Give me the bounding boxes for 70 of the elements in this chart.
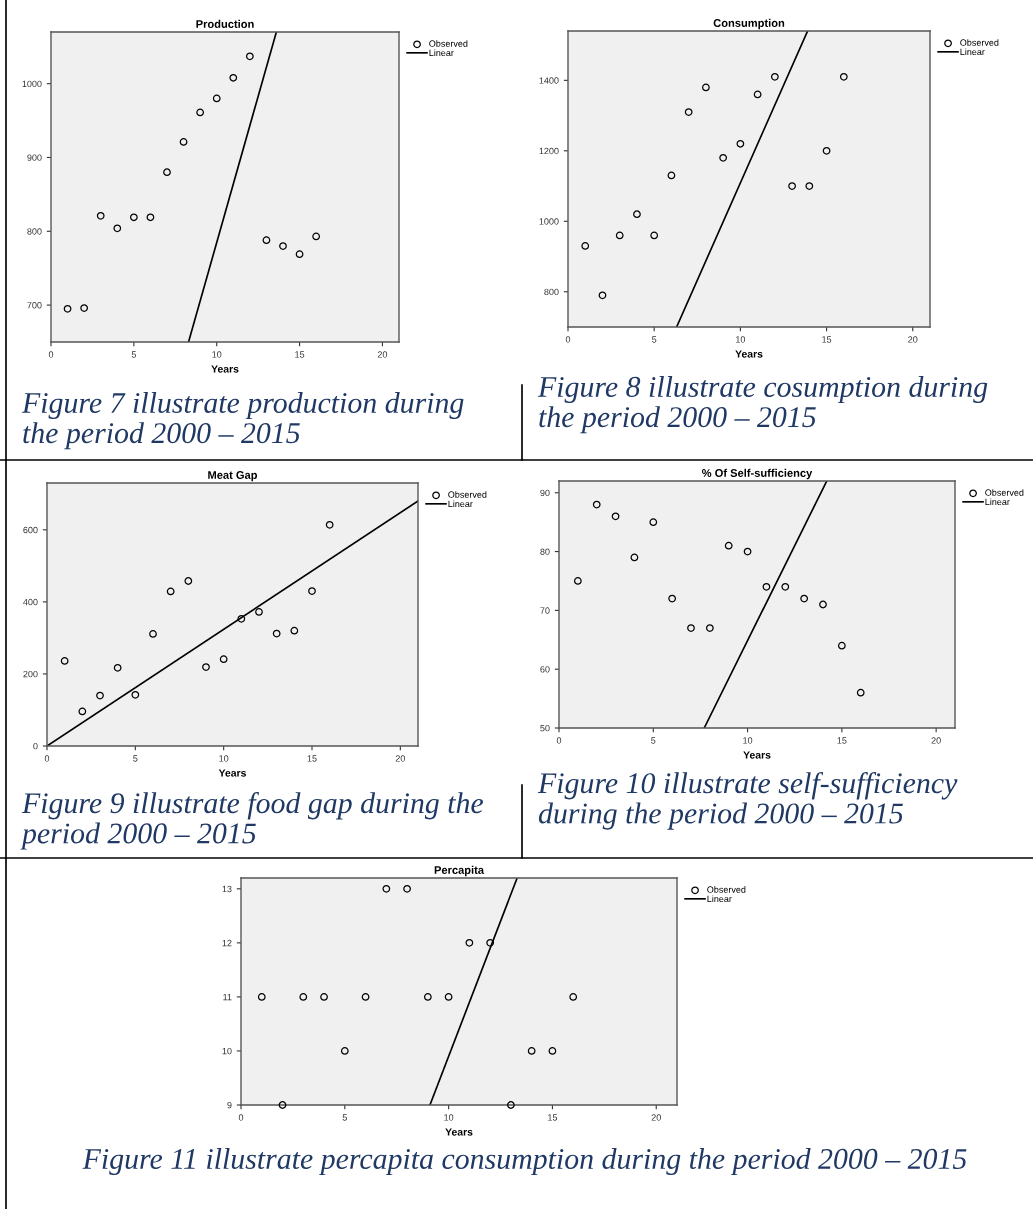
y-tick-label: 900 bbox=[27, 154, 42, 161]
x-tick-label: 10 bbox=[444, 1114, 454, 1121]
x-tick-label: 5 bbox=[342, 1114, 347, 1121]
x-tick-label: 10 bbox=[743, 737, 753, 744]
x-axis-title: Years bbox=[743, 751, 771, 759]
legend-label: Linear bbox=[448, 500, 473, 508]
chart-title: Production bbox=[196, 19, 254, 28]
chart-title: Percapita bbox=[434, 865, 485, 877]
y-tick-label: 90 bbox=[540, 489, 550, 497]
y-tick-label: 1200 bbox=[539, 147, 559, 155]
legend-label: Linear bbox=[429, 49, 454, 57]
legend-label: Observed bbox=[429, 40, 468, 47]
caption: Figure 8 illustrate cosumption during the period 2000 – 2015 bbox=[537, 376, 988, 434]
x-tick-label: 15 bbox=[295, 351, 305, 358]
caption: Figure 9 illustrate food gap during the period 2000 – 2015 bbox=[20, 792, 484, 850]
caption: Figure 10 illustrate self-sufficiency during the period 2000 – 2015 bbox=[537, 772, 958, 830]
y-tick-label: 1000 bbox=[22, 80, 42, 88]
legend-label: Linear bbox=[960, 48, 985, 56]
y-tick-label: 0 bbox=[33, 742, 38, 750]
x-tick-label: 0 bbox=[48, 351, 54, 358]
x-tick-label: 15 bbox=[548, 1114, 558, 1121]
x-tick-label: 5 bbox=[652, 336, 657, 343]
x-tick-label: 0 bbox=[44, 755, 50, 762]
x-axis-title: Years bbox=[218, 769, 246, 777]
y-tick-label: 1000 bbox=[539, 218, 559, 225]
x-tick-label: 15 bbox=[822, 336, 832, 343]
y-tick-label: 70 bbox=[540, 607, 550, 614]
y-tick-label: 400 bbox=[23, 598, 38, 606]
x-tick-label: 5 bbox=[131, 351, 136, 358]
x-tick-label: 10 bbox=[212, 351, 222, 358]
legend-label: Linear bbox=[707, 895, 732, 903]
y-tick-label: 9 bbox=[227, 1101, 232, 1109]
y-tick-label: 12 bbox=[222, 939, 232, 947]
y-tick-label: 10 bbox=[222, 1047, 232, 1055]
y-tick-label: 600 bbox=[23, 526, 38, 534]
x-tick-label: 15 bbox=[307, 755, 317, 762]
y-tick-label: 1400 bbox=[539, 77, 559, 84]
y-tick-label: 80 bbox=[540, 548, 550, 555]
x-tick-label: 5 bbox=[133, 755, 138, 762]
y-tick-label: 13 bbox=[222, 885, 232, 893]
x-tick-label: 0 bbox=[238, 1114, 244, 1121]
chart-title: Consumption bbox=[713, 18, 785, 30]
x-axis-title: Years bbox=[211, 365, 239, 373]
y-tick-label: 60 bbox=[540, 666, 550, 673]
x-tick-label: 20 bbox=[395, 755, 405, 762]
y-tick-label: 800 bbox=[27, 228, 42, 235]
chart-title: Meat Gap bbox=[208, 471, 258, 482]
x-tick-label: 15 bbox=[837, 737, 847, 744]
x-tick-label: 5 bbox=[651, 737, 656, 744]
legend-label: Observed bbox=[985, 489, 1024, 496]
legend-label: Linear bbox=[985, 498, 1010, 506]
y-tick-label: 11 bbox=[223, 993, 232, 1001]
caption: Figure 7 illustrate production during the period 2000 – 2015 bbox=[21, 392, 464, 450]
x-tick-label: 0 bbox=[565, 336, 571, 343]
legend-label: Observed bbox=[707, 886, 746, 893]
y-tick-label: 50 bbox=[540, 724, 550, 732]
y-tick-label: 800 bbox=[544, 288, 559, 296]
y-tick-label: 200 bbox=[23, 670, 38, 678]
x-tick-label: 20 bbox=[931, 737, 941, 744]
y-tick-label: 700 bbox=[27, 302, 42, 309]
legend-label: Observed bbox=[960, 39, 999, 46]
x-tick-label: 20 bbox=[651, 1114, 661, 1121]
legend-label: Observed bbox=[448, 491, 487, 498]
x-tick-label: 20 bbox=[377, 351, 388, 358]
x-axis-title: Years bbox=[735, 350, 763, 358]
chart-title: % Of Self-sufficiency bbox=[702, 468, 813, 480]
x-tick-label: 20 bbox=[908, 336, 918, 343]
x-tick-label: 10 bbox=[736, 336, 746, 343]
caption: Figure 11 illustrate percapita consumption during the period 2000 – 2015 bbox=[82, 1148, 967, 1176]
x-axis-title: Years bbox=[445, 1128, 473, 1136]
